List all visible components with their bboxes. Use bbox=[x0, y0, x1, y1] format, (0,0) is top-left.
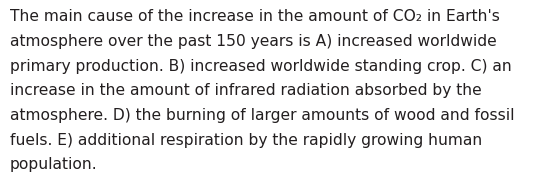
Text: The main cause of the increase in the amount of CO₂ in Earth's: The main cause of the increase in the am… bbox=[10, 9, 500, 24]
Text: primary production. B) increased worldwide standing crop. C) an: primary production. B) increased worldwi… bbox=[10, 59, 512, 74]
Text: increase in the amount of infrared radiation absorbed by the: increase in the amount of infrared radia… bbox=[10, 83, 482, 98]
Text: atmosphere. D) the burning of larger amounts of wood and fossil: atmosphere. D) the burning of larger amo… bbox=[10, 108, 514, 123]
Text: atmosphere over the past 150 years is A) increased worldwide: atmosphere over the past 150 years is A)… bbox=[10, 34, 497, 49]
Text: population.: population. bbox=[10, 157, 98, 172]
Text: fuels. E) additional respiration by the rapidly growing human: fuels. E) additional respiration by the … bbox=[10, 133, 482, 148]
